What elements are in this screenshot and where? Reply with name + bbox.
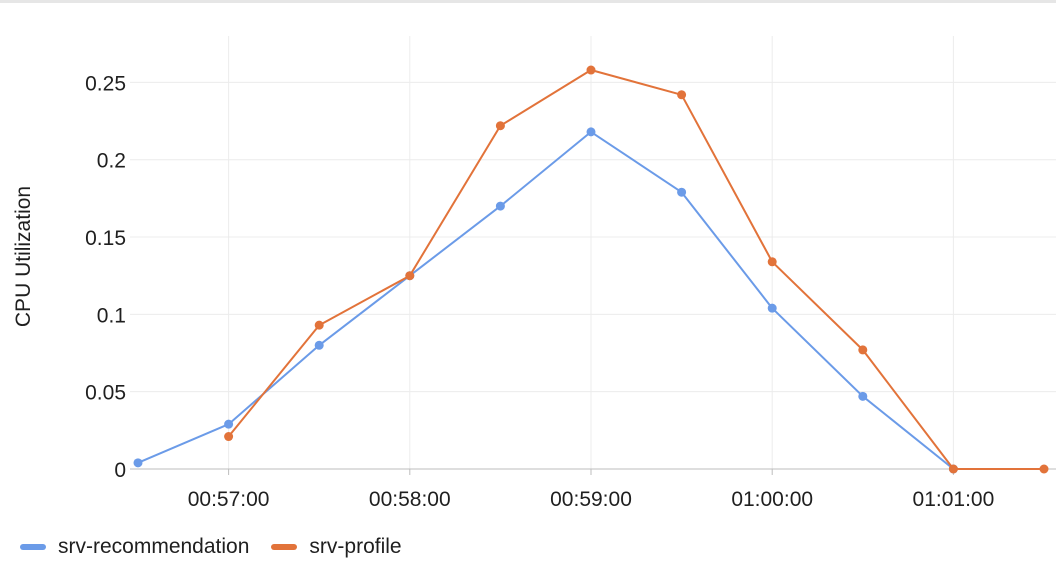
y-tick-label: 0.05 [85, 382, 126, 405]
legend: srv-recommendation srv-profile [20, 535, 402, 559]
x-tick-label: 01:01:00 [913, 488, 995, 511]
grid-lines [130, 36, 1056, 469]
series-srv-profile [224, 65, 1049, 474]
data-point [314, 320, 324, 330]
data-point [767, 303, 777, 313]
data-point [677, 187, 687, 197]
legend-swatch [20, 544, 46, 550]
data-point [586, 127, 596, 137]
y-axis-label: CPU Utilization [12, 186, 35, 327]
data-point [586, 65, 596, 75]
data-point [133, 458, 143, 468]
legend-label: srv-profile [309, 535, 402, 558]
cpu-utilization-chart: 0 0.05 0.1 0.15 0.2 0.25 00:57:00 00:58:00 00:59… [12, 36, 1056, 511]
data-point [224, 432, 234, 442]
y-tick-label: 0.25 [85, 72, 126, 95]
legend-label: srv-recommendation [58, 535, 250, 558]
series-srv-recommendation [133, 127, 958, 474]
legend-item-series-1[interactable]: srv-profile [271, 535, 402, 559]
data-point [948, 464, 958, 474]
x-tick-label: 00:57:00 [188, 488, 270, 511]
y-tick-label: 0.15 [85, 227, 126, 250]
y-tick-label: 0 [114, 459, 126, 482]
data-point [1039, 464, 1049, 474]
data-point [767, 257, 777, 267]
y-tick-label: 0.1 [97, 304, 126, 327]
legend-swatch [271, 544, 298, 550]
x-tick-label: 00:58:00 [369, 488, 451, 511]
data-point [495, 201, 505, 211]
data-point [314, 340, 324, 350]
x-tick-label: 01:00:00 [731, 488, 813, 511]
data-point [677, 90, 687, 100]
data-point [495, 121, 505, 131]
data-point [405, 271, 415, 281]
series-line [137, 130, 955, 470]
x-tick-label: 00:59:00 [550, 488, 632, 511]
y-tick-label: 0.2 [97, 150, 126, 173]
data-point [224, 419, 234, 429]
legend-item-series-0[interactable]: srv-recommendation [20, 535, 249, 559]
data-point [858, 391, 868, 401]
data-point [858, 345, 868, 355]
series-lines [133, 65, 1049, 474]
axes: 0 0.05 0.1 0.15 0.2 0.25 00:57:00 00:58:00 00:59… [12, 72, 1056, 511]
series-line [227, 69, 1044, 470]
top-divider [0, 0, 1056, 3]
